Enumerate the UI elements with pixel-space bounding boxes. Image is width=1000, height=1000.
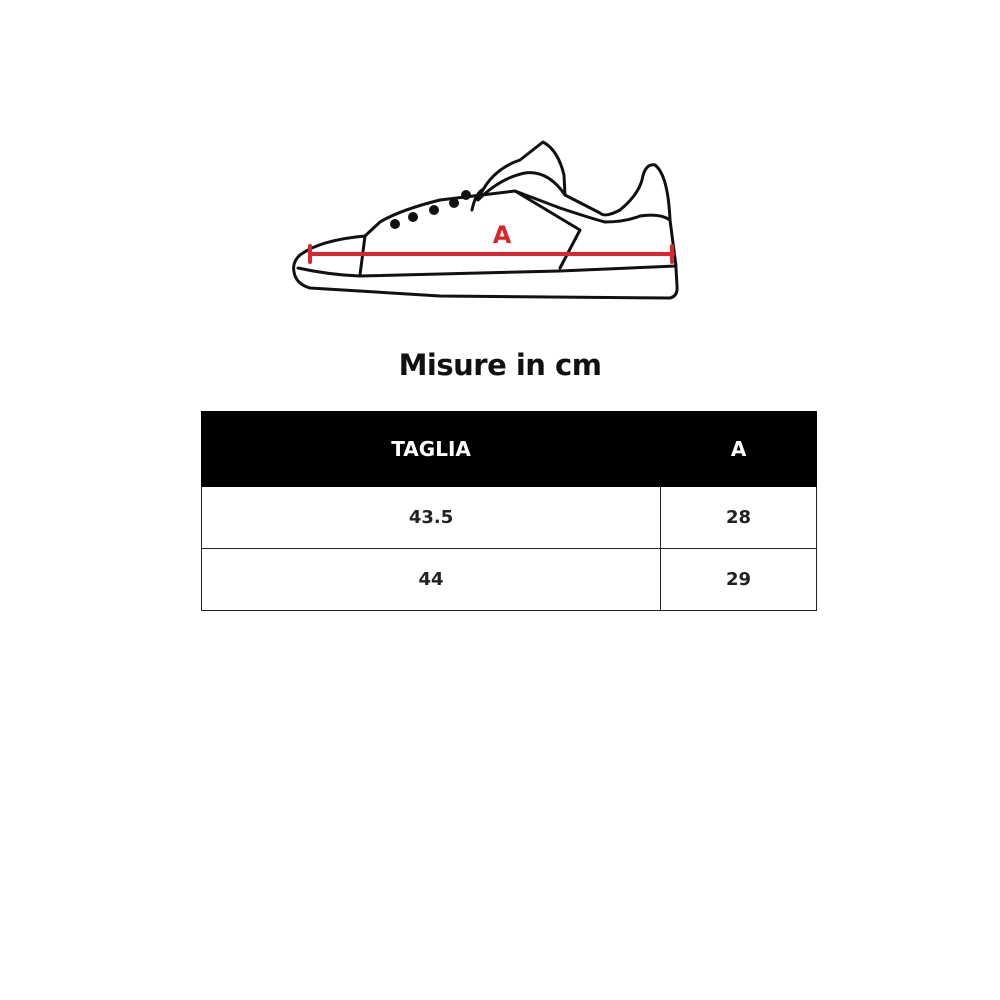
shoe-midsole-line	[296, 264, 678, 278]
shoe-upper	[298, 189, 582, 277]
shoe-collar	[476, 163, 678, 268]
measure-label-a: A	[493, 221, 512, 249]
measure-line-a	[308, 244, 675, 264]
size-table: TAGLIA A 43.5 28 44 29	[200, 411, 817, 611]
cell-a: 28	[660, 486, 817, 549]
header-a: A	[660, 411, 817, 487]
header-taglia: TAGLIA	[200, 411, 662, 487]
shoe-sole	[292, 253, 679, 300]
lace-icon	[390, 190, 471, 229]
cell-a: 29	[660, 548, 817, 611]
cell-taglia: 43.5	[200, 486, 662, 549]
table-row: 43.5 28	[200, 486, 817, 549]
table-row: 44 29	[200, 548, 817, 611]
shoe-tongue	[470, 140, 567, 212]
shoe-diagram: A	[292, 140, 679, 300]
cell-taglia: 44	[200, 548, 662, 611]
page-title: Misure in cm	[398, 348, 602, 382]
